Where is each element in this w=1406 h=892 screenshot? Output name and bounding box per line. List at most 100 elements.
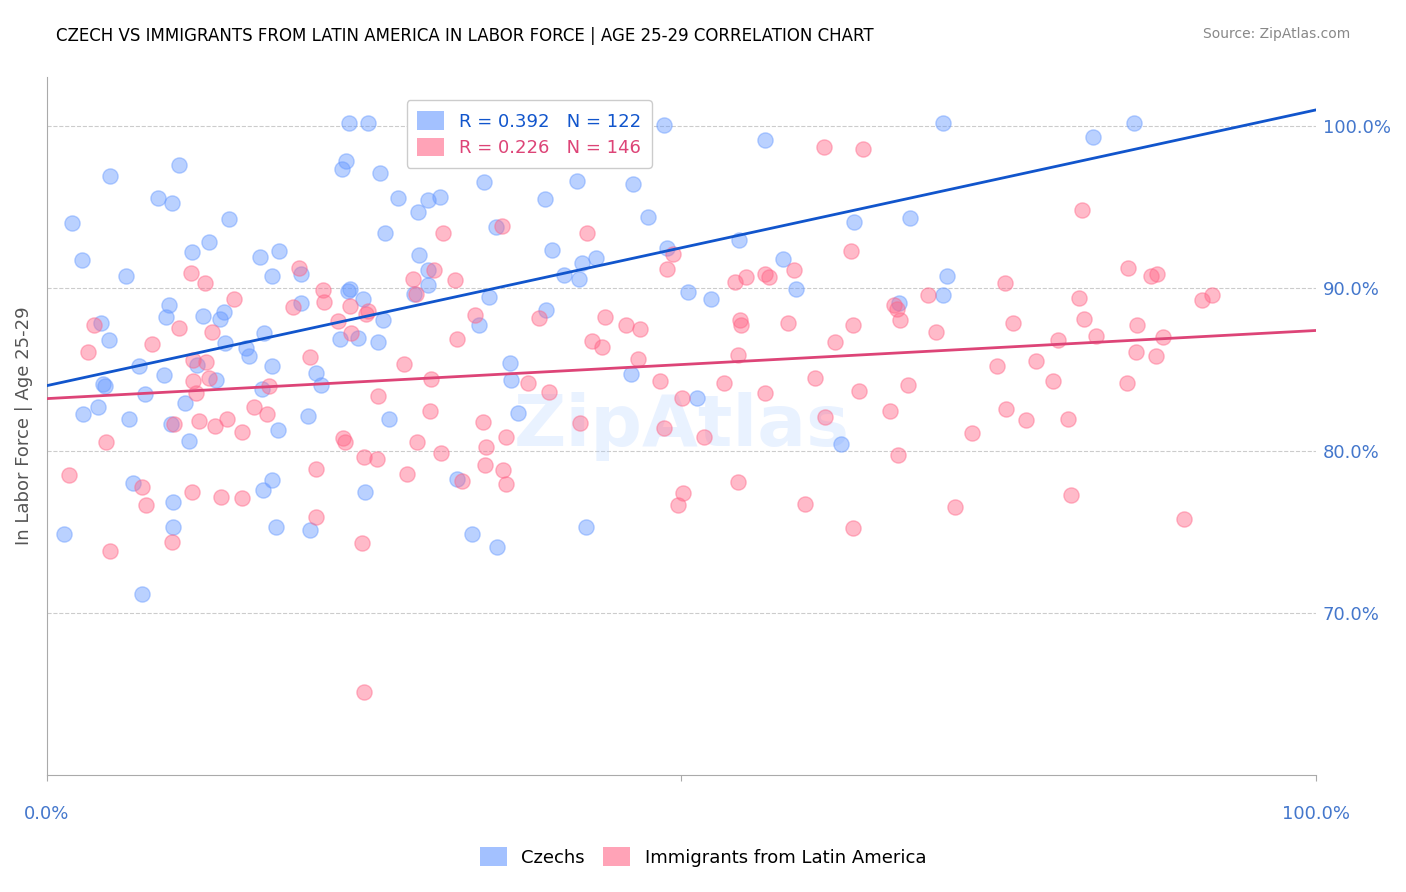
- Point: [347, 331, 370, 345]
- Point: [730, 318, 752, 333]
- Point: [77, 344, 100, 359]
- Point: [131, 480, 153, 494]
- Point: [814, 409, 837, 424]
- Point: [312, 294, 335, 309]
- Point: [209, 490, 232, 504]
- Point: [897, 377, 920, 392]
- Point: [312, 283, 335, 297]
- Point: [443, 273, 465, 287]
- Point: [153, 368, 176, 382]
- Text: CZECH VS IMMIGRANTS FROM LATIN AMERICA IN LABOR FORCE | AGE 25-29 CORRELATION CH: CZECH VS IMMIGRANTS FROM LATIN AMERICA I…: [56, 27, 875, 45]
- Point: [1084, 328, 1107, 343]
- Point: [402, 272, 425, 286]
- Point: [405, 434, 427, 449]
- Point: [478, 290, 501, 304]
- Point: [1152, 329, 1174, 343]
- Point: [475, 440, 498, 454]
- Point: [730, 313, 752, 327]
- Point: [184, 386, 207, 401]
- Point: [169, 158, 191, 172]
- Point: [1015, 413, 1038, 427]
- Point: [772, 252, 794, 266]
- Point: [186, 358, 208, 372]
- Point: [994, 276, 1017, 290]
- Point: [495, 476, 517, 491]
- Point: [181, 484, 204, 499]
- Point: [98, 544, 121, 558]
- Point: [523, 116, 546, 130]
- Point: [212, 305, 235, 319]
- Point: [357, 116, 380, 130]
- Point: [201, 325, 224, 339]
- Point: [569, 417, 592, 431]
- Point: [778, 316, 800, 330]
- Point: [91, 377, 114, 392]
- Point: [93, 379, 115, 393]
- Point: [852, 142, 875, 156]
- Point: [222, 292, 245, 306]
- Point: [536, 116, 558, 130]
- Point: [155, 310, 177, 324]
- Point: [367, 389, 389, 403]
- Point: [336, 284, 359, 298]
- Point: [250, 382, 273, 396]
- Point: [1069, 291, 1091, 305]
- Point: [700, 292, 723, 306]
- Point: [266, 519, 288, 533]
- Point: [191, 309, 214, 323]
- Point: [994, 401, 1017, 416]
- Point: [231, 425, 253, 440]
- Point: [297, 409, 319, 424]
- Point: [648, 374, 671, 388]
- Point: [180, 266, 202, 280]
- Point: [378, 412, 401, 426]
- Point: [328, 314, 350, 328]
- Point: [637, 210, 659, 224]
- Point: [387, 191, 409, 205]
- Point: [1144, 349, 1167, 363]
- Point: [841, 521, 863, 535]
- Point: [593, 310, 616, 324]
- Point: [53, 526, 76, 541]
- Point: [330, 162, 353, 177]
- Point: [887, 448, 910, 462]
- Point: [917, 288, 939, 302]
- Point: [262, 473, 284, 487]
- Point: [540, 244, 562, 258]
- Point: [160, 417, 183, 431]
- Point: [181, 375, 204, 389]
- Point: [118, 412, 141, 426]
- Point: [516, 153, 538, 167]
- Point: [754, 267, 776, 281]
- Point: [472, 175, 495, 189]
- Point: [474, 458, 496, 472]
- Point: [309, 378, 332, 392]
- Point: [1125, 318, 1147, 332]
- Point: [392, 357, 415, 371]
- Point: [889, 313, 911, 327]
- Point: [160, 535, 183, 549]
- Point: [337, 116, 360, 130]
- Point: [214, 335, 236, 350]
- Point: [181, 353, 204, 368]
- Point: [305, 510, 328, 524]
- Point: [188, 414, 211, 428]
- Point: [420, 372, 443, 386]
- Point: [887, 296, 910, 310]
- Point: [440, 128, 463, 143]
- Point: [1191, 293, 1213, 308]
- Point: [58, 468, 80, 483]
- Point: [231, 491, 253, 505]
- Point: [630, 322, 652, 336]
- Point: [943, 500, 966, 514]
- Point: [758, 269, 780, 284]
- Point: [492, 462, 515, 476]
- Point: [1046, 333, 1069, 347]
- Point: [666, 498, 689, 512]
- Point: [235, 341, 257, 355]
- Point: [249, 250, 271, 264]
- Point: [898, 211, 921, 225]
- Point: [60, 216, 83, 230]
- Point: [329, 332, 352, 346]
- Point: [198, 371, 221, 385]
